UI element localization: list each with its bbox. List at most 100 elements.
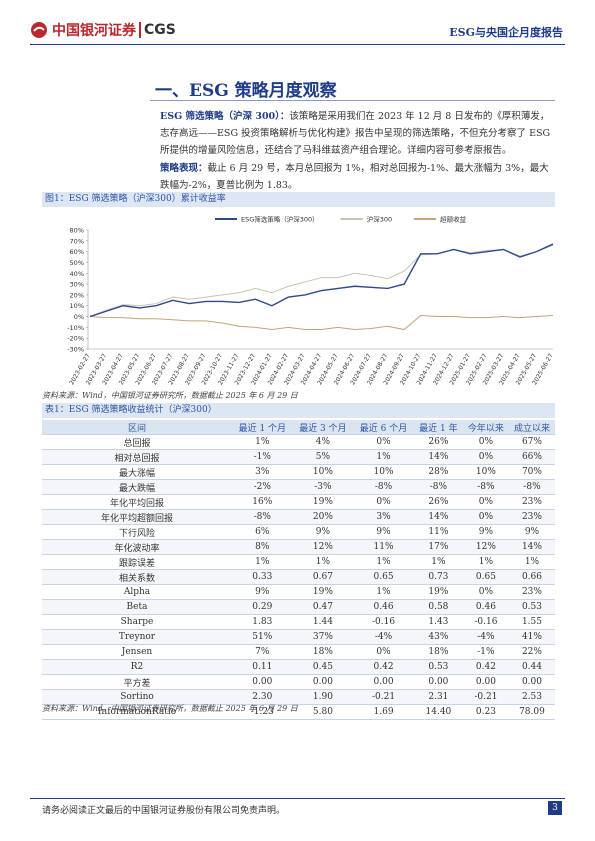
paragraph-lead: ESG 筛选策略（沪深 300）： <box>160 111 290 122</box>
table-cell: 14% <box>508 539 555 555</box>
table-row: 最大跌幅 -2% -3% -8% -8% -8% -8% <box>42 479 555 495</box>
table-cell: -4% <box>462 629 509 645</box>
table-cell: 3% <box>232 464 293 480</box>
table-cell: 相对总回报 <box>42 449 232 465</box>
table-cell: 2.30 <box>232 689 293 705</box>
table-cell: InformationRatio <box>42 704 232 720</box>
table-cell: 0.29 <box>232 599 293 615</box>
table-cell: 1.55 <box>508 614 555 630</box>
series-line <box>89 244 554 318</box>
table-cell: -4% <box>353 629 414 645</box>
table-cell: -0.16 <box>462 614 509 630</box>
table-cell: 1% <box>353 449 414 465</box>
y-tick-label: 70% <box>70 237 84 245</box>
table-cell: 1% <box>508 554 555 570</box>
table-cell: 16% <box>232 494 293 510</box>
table-cell: 0% <box>462 509 509 525</box>
table-cell: 1.43 <box>413 614 463 630</box>
table-cell: 9% <box>353 524 414 540</box>
table-cell: 0.00 <box>232 674 293 690</box>
table-cell: 0.73 <box>413 569 463 585</box>
table-cell: Alpha <box>42 584 232 600</box>
table-caption: 表1：ESG 筛选策略收益统计（沪深300） <box>42 403 555 418</box>
table-cell: 1% <box>232 434 293 450</box>
table-cell: 2.53 <box>508 689 555 705</box>
paragraph: 策略表现：截止 6 月 29 号，本月总回报为 1%，相对总回报为-1%、最大涨… <box>160 160 555 194</box>
y-tick-label: 10% <box>70 302 84 310</box>
table-cell: 0% <box>353 644 414 660</box>
table-row: Alpha 9% 19% 1% 19% 0% 23% <box>42 584 555 600</box>
table-cell: 0.53 <box>413 659 463 675</box>
table-cell: 0.58 <box>413 599 463 615</box>
series-line <box>89 314 554 331</box>
table-row: 年化平均超额回报 -8% 20% 3% 14% 0% 23% <box>42 509 555 525</box>
y-tick-label: 80% <box>70 227 84 235</box>
table-cell: 11% <box>353 539 414 555</box>
table-cell: Beta <box>42 599 232 615</box>
table-cell: 9% <box>462 524 509 540</box>
table-cell: 最大涨幅 <box>42 464 232 480</box>
table-cell: 67% <box>508 434 555 450</box>
legend-label: 沪深300 <box>367 215 392 224</box>
table-cell: 0.33 <box>232 569 293 585</box>
table-cell: 66% <box>508 449 555 465</box>
table-cell: 9% <box>292 524 354 540</box>
table-cell: 37% <box>292 629 354 645</box>
logo-en: CGS <box>139 22 176 38</box>
table-cell: -0.21 <box>353 689 414 705</box>
table-cell: -1% <box>462 644 509 660</box>
header-cell: 成立以来 <box>508 420 555 435</box>
table-cell: 总回报 <box>42 434 232 450</box>
table-cell: 跟踪误差 <box>42 554 232 570</box>
table-cell: 18% <box>413 644 463 660</box>
paragraph-lead: 策略表现： <box>160 163 208 174</box>
table-cell: Jensen <box>42 644 232 660</box>
table-cell: 1% <box>232 554 293 570</box>
figure-source: 资料来源：Wind，中国银河证券研究所，数据截止 2025 年 6 月 29 日 <box>42 391 298 400</box>
table-cell: 年化波动率 <box>42 539 232 555</box>
table-header: 区间 最近 1 个月 最近 3 个月 最近 6 个月 最近 1 年今年以来 成立以来 <box>42 420 555 435</box>
header-cell: 区间 <box>42 420 232 435</box>
table-cell: 0.67 <box>292 569 354 585</box>
table-cell: 0.00 <box>353 674 414 690</box>
table-cell: 0.53 <box>508 599 555 615</box>
table-cell: 0.47 <box>292 599 354 615</box>
header-cell: 今年以来 <box>462 420 509 435</box>
table-cell: 1.44 <box>292 614 354 630</box>
table-cell: 9% <box>232 584 293 600</box>
table-cell: -8% <box>232 509 293 525</box>
table-cell: 0.00 <box>292 674 354 690</box>
table-cell: Treynor <box>42 629 232 645</box>
table-cell: 1% <box>462 554 509 570</box>
table-cell: 12% <box>292 539 354 555</box>
table-cell: 43% <box>413 629 463 645</box>
table-cell: 12% <box>462 539 509 555</box>
table-cell: 0.45 <box>292 659 354 675</box>
series-line <box>89 243 554 318</box>
y-tick-label: 60% <box>70 248 84 256</box>
table-cell: 0.00 <box>413 674 463 690</box>
table-cell: -1.23 <box>232 704 293 720</box>
table-cell: -0.21 <box>462 689 509 705</box>
table-row: Beta 0.29 0.47 0.46 0.58 0.46 0.53 <box>42 599 555 615</box>
table-cell: 7% <box>232 644 293 660</box>
y-tick-label: 0% <box>74 313 84 321</box>
report-name: ESG与央国企月度报告 <box>449 26 563 39</box>
table-cell: 0.00 <box>508 674 555 690</box>
table-cell: 5% <box>292 449 354 465</box>
table-row: InformationRatio -1.23 5.80 1.69 14.40 0.23 78… <box>42 704 555 720</box>
table-cell: 1% <box>353 584 414 600</box>
y-tick-label: -20% <box>67 335 84 343</box>
table-cell: 0.46 <box>462 599 509 615</box>
y-tick-label: 20% <box>70 291 84 299</box>
table-cell: 年化平均回报 <box>42 494 232 510</box>
table-cell: 20% <box>292 509 354 525</box>
table-cell: 23% <box>508 584 555 600</box>
table-row: 相关系数 0.33 0.67 0.65 0.73 0.65 0.66 <box>42 569 555 585</box>
header-cell: 最近 6 个月 <box>353 420 414 435</box>
table-row: R2 0.11 0.45 0.42 0.53 0.42 0.44 <box>42 659 555 675</box>
table-cell: 3% <box>353 509 414 525</box>
table-row: 跟踪误差 1% 1% 1% 1% 1% 1% <box>42 554 555 570</box>
